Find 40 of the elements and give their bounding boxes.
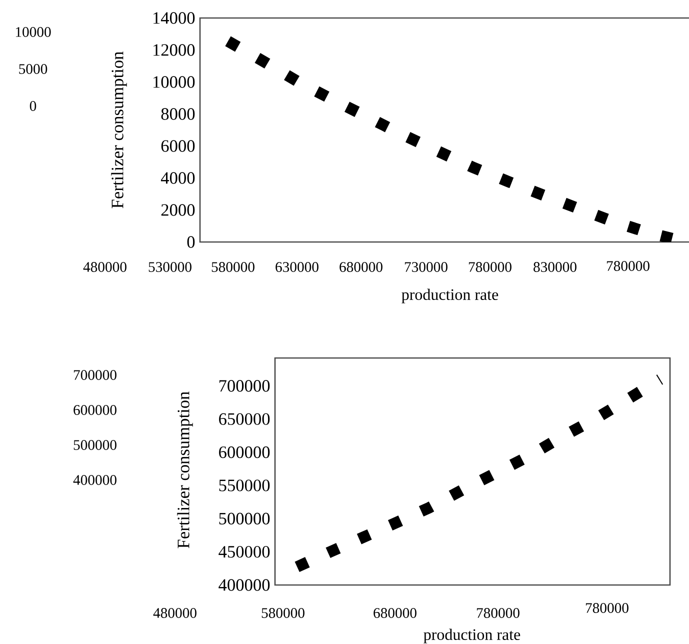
text: 580000 [262, 608, 304, 618]
y-tick-label: 2000 [161, 204, 195, 216]
y-tick-label: 650000 [219, 413, 270, 425]
y-tick-label: 14000 [153, 12, 195, 24]
y-tick-label: 4000 [160, 172, 195, 184]
text: 780000 [606, 261, 650, 271]
y-tick-label: 700000 [219, 380, 270, 392]
y-tick-label: 400000 [218, 579, 270, 591]
text: 580000 [212, 262, 254, 272]
text: 780000 [586, 603, 628, 613]
y-tick-label: 550000 [219, 480, 270, 492]
text: 500000 [74, 440, 116, 450]
text: 780000 [476, 608, 520, 618]
y-tick-label: 6000 [161, 140, 195, 152]
x-axis-title: production rate [402, 288, 498, 304]
y-tick-label: 0 [187, 236, 195, 248]
text: 600000 [74, 405, 116, 415]
x-axis-title: production rate [424, 628, 520, 644]
text: 700000 [74, 370, 116, 380]
text: 830000 [534, 262, 576, 272]
y-tick-label: 600000 [219, 446, 270, 458]
text: 480000 [153, 608, 196, 618]
text: 400000 [73, 475, 116, 485]
y-tick-label: 8000 [161, 108, 195, 120]
text: 10000 [16, 27, 51, 37]
y-tick-label: 10000 [153, 76, 195, 88]
text: 0 [30, 101, 36, 111]
y-tick-label: 500000 [219, 512, 270, 524]
text: 630000 [276, 262, 318, 272]
y-axis-title: Fertilizer consumption [111, 52, 127, 208]
text: 730000 [404, 262, 448, 272]
text: 480000 [83, 262, 126, 272]
y-tick-label: 450000 [218, 546, 270, 558]
text: 530000 [148, 262, 192, 272]
text: 5000 [19, 64, 48, 74]
y-tick-label: 12000 [153, 44, 195, 56]
text: 680000 [340, 262, 382, 272]
text: 680000 [374, 608, 416, 618]
y-axis-title: Fertilizer consumption [177, 392, 193, 548]
text: 780000 [468, 262, 512, 272]
